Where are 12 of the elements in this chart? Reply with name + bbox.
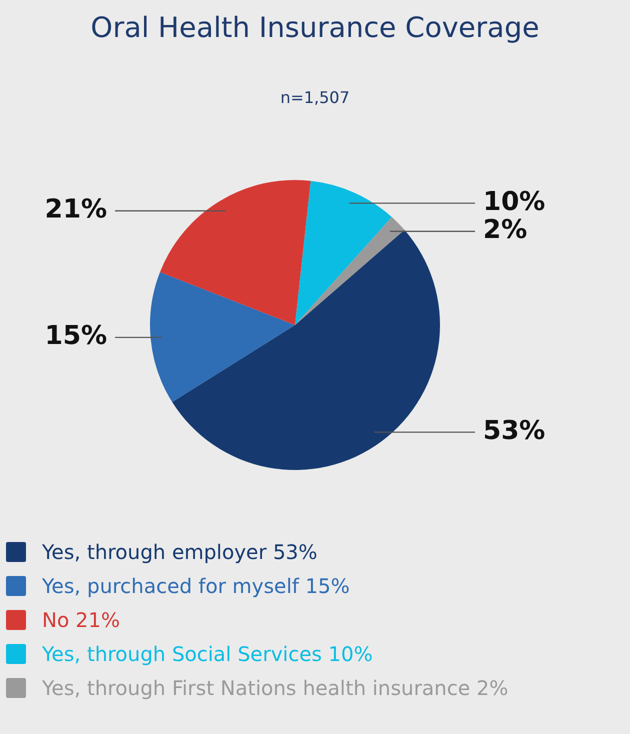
legend-label: Yes, purchaced for myself 15% bbox=[42, 574, 350, 598]
chart-title: Oral Health Insurance Coverage bbox=[90, 10, 540, 46]
data-label: 2% bbox=[483, 215, 528, 246]
data-label: 53% bbox=[483, 416, 546, 446]
legend-label: No 21% bbox=[42, 608, 120, 632]
legend-label: Yes, through First Nations health insurance 2% bbox=[42, 676, 508, 700]
legend-label: Yes, through Social Services 10% bbox=[42, 642, 373, 666]
data-label: 10% bbox=[483, 186, 546, 217]
data-label: 15% bbox=[44, 321, 107, 352]
legend-label: Yes, through employer 53% bbox=[42, 540, 318, 564]
chart-subtitle: n=1,507 bbox=[279, 88, 351, 107]
data-label: 21% bbox=[44, 194, 107, 225]
